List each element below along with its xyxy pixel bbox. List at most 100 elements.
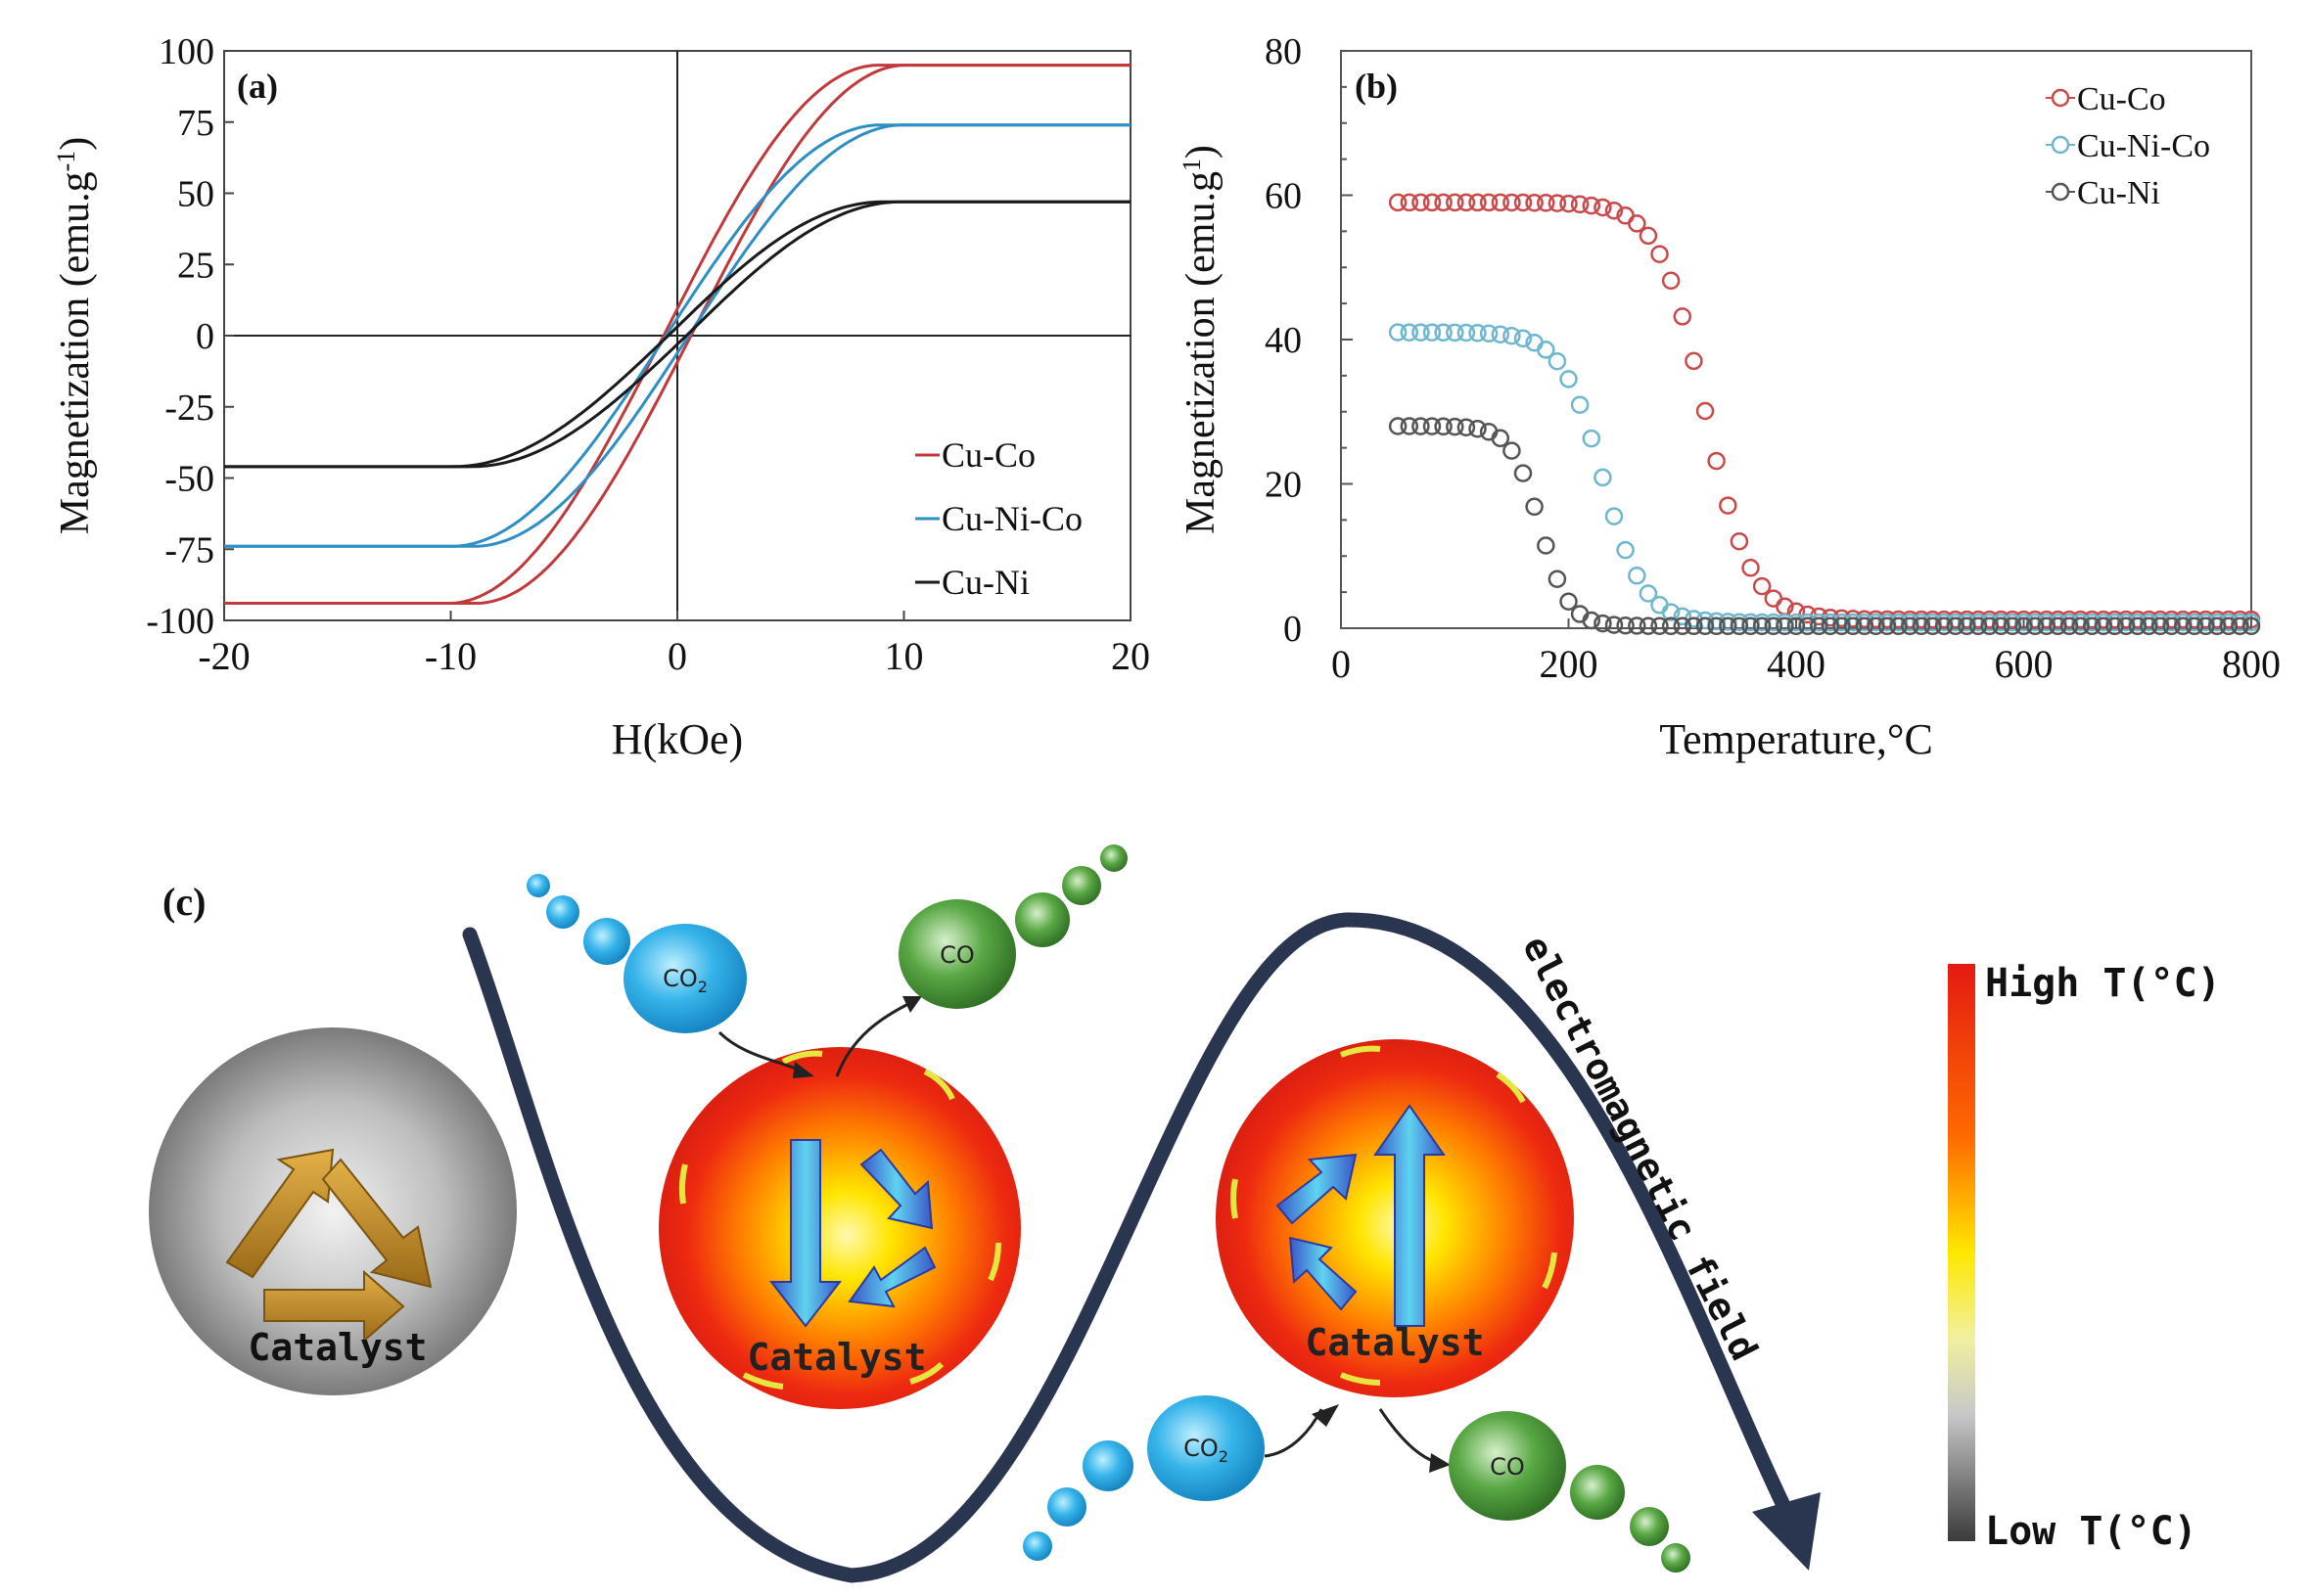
panel-b-point-cu-ni bbox=[1946, 616, 1965, 636]
wave-arrowhead bbox=[1752, 1492, 1821, 1571]
panel-b-point-cu-ni bbox=[2014, 616, 2033, 636]
panel-b-point-cu-ni-co bbox=[1513, 329, 1533, 348]
panel-a-series bbox=[224, 64, 1131, 605]
panel-a-curve-cu-ni-co-down bbox=[224, 123, 1131, 548]
panel-b-point-cu-ni bbox=[2059, 616, 2079, 636]
panel-b-point-cu-co bbox=[1468, 193, 1487, 212]
panel-b-point-cu-ni bbox=[2140, 616, 2158, 636]
co-chain-bottom: CO bbox=[1449, 1411, 1690, 1573]
panel-a-curve-cu-ni-down bbox=[224, 200, 1131, 469]
panel-b-point-cu-co bbox=[1559, 194, 1578, 213]
panel-b-point-cu-ni-co bbox=[1570, 395, 1590, 414]
panel-b-point-cu-ni bbox=[2116, 616, 2136, 636]
panel-b-point-cu-ni bbox=[1604, 616, 1624, 634]
panel-c-label: (c) bbox=[162, 880, 206, 924]
panel-a-y-tick-label: -100 bbox=[146, 601, 214, 642]
panel-b-point-cu-co bbox=[1446, 193, 1464, 212]
panel-b-point-cu-ni bbox=[1707, 616, 1726, 636]
panel-b-point-cu-ni bbox=[2185, 616, 2204, 636]
panel-b-legend-marker bbox=[2051, 88, 2070, 108]
panel-b-point-cu-ni bbox=[2071, 616, 2090, 636]
panel-b-point-cu-ni bbox=[1502, 441, 1521, 460]
panel-b-point-cu-ni bbox=[1388, 417, 1408, 435]
panel-b-point-cu-ni bbox=[1752, 616, 1772, 636]
co2-chain-bottom: CO2 bbox=[1023, 1395, 1265, 1561]
panel-b-ticks: 0 200 400 600 800 0 20 40 60 80 bbox=[1265, 31, 2281, 686]
panel-b-point-cu-ni bbox=[1446, 417, 1464, 436]
panel-b-point-cu-ni-co bbox=[1422, 323, 1442, 342]
panel-a-label: (a) bbox=[237, 67, 278, 106]
panel-a-y-tick-label: 25 bbox=[177, 245, 214, 286]
panel-b-point-cu-ni bbox=[1616, 616, 1635, 635]
panel-b-point-cu-ni bbox=[1582, 611, 1601, 630]
panel-b-point-cu-co bbox=[1388, 193, 1408, 212]
panel-b-y-tick-label: 80 bbox=[1265, 31, 1302, 72]
panel-a-legend-label: Cu-Ni bbox=[942, 563, 1030, 602]
panel-b-point-cu-co bbox=[1730, 531, 1749, 551]
spin-arcs-1-icon bbox=[678, 1050, 1001, 1390]
panel-b-point-cu-co bbox=[1821, 608, 1840, 627]
panel-b-chart: 0 200 400 600 800 0 20 40 60 80 (b) Temperature,°… bbox=[1178, 31, 2282, 763]
co2-top-label: CO2 bbox=[663, 965, 708, 996]
panel-b-legend-label: Cu-Ni bbox=[2077, 175, 2160, 211]
panel-b-point-cu-ni bbox=[1843, 616, 1863, 636]
panel-b-point-cu-ni bbox=[1992, 616, 2010, 636]
colorbar-high-label: High T(°C) bbox=[1985, 961, 2221, 1006]
panel-b-x-tick-label: 200 bbox=[1540, 642, 1598, 686]
catalyst-hot-2-label: Catalyst bbox=[1305, 1321, 1484, 1364]
panel-b-point-cu-ni-co bbox=[1628, 567, 1646, 585]
panel-b-point-cu-ni-co bbox=[1707, 612, 1726, 631]
panel-b-point-cu-ni-co bbox=[1388, 323, 1408, 342]
panel-b-point-cu-ni bbox=[1650, 616, 1669, 635]
co2-bottom-label: CO2 bbox=[1183, 1435, 1228, 1466]
panel-b-point-cu-ni-co bbox=[1456, 323, 1476, 342]
panel-b-point-cu-ni bbox=[1537, 536, 1555, 555]
co-bottom-label: CO bbox=[1490, 1453, 1525, 1481]
panel-b-point-cu-ni bbox=[1594, 614, 1612, 633]
panel-b-point-cu-co bbox=[1502, 193, 1521, 212]
panel-b-point-cu-co bbox=[1594, 198, 1612, 217]
panel-b-point-cu-co bbox=[1661, 271, 1681, 291]
panel-b-point-cu-ni bbox=[1877, 616, 1897, 636]
panel-b-point-cu-ni-co bbox=[1400, 323, 1419, 342]
panel-c-diagram: (c) electromagnetic field Catalyst bbox=[149, 844, 2221, 1583]
panel-b-point-cu-ni bbox=[1901, 616, 1919, 636]
panel-b-series bbox=[1388, 193, 2261, 636]
flow-arrowhead-co-out-bottom bbox=[1429, 1453, 1451, 1473]
panel-b-point-cu-ni bbox=[1810, 616, 1828, 636]
co-top-label: CO bbox=[940, 941, 975, 969]
panel-b-point-cu-co bbox=[1650, 245, 1669, 263]
panel-b-x-tick-label: 400 bbox=[1767, 642, 1825, 686]
panel-b-point-cu-ni bbox=[1867, 616, 1885, 636]
panel-b-point-cu-ni bbox=[1821, 616, 1840, 636]
panel-b-point-cu-ni bbox=[1923, 616, 1942, 636]
panel-b-point-cu-co bbox=[1548, 194, 1567, 212]
panel-b-legend-label: Cu-Ni-Co bbox=[2077, 128, 2210, 164]
panel-a-y-tick-label: 100 bbox=[159, 31, 214, 72]
panel-b-point-cu-ni bbox=[2105, 616, 2124, 636]
catalyst-idle-label: Catalyst bbox=[248, 1326, 427, 1369]
panel-b-point-cu-co bbox=[1639, 226, 1658, 246]
panel-a-x-tick-label: 20 bbox=[1111, 634, 1150, 678]
spin-arrows-2-icon bbox=[1275, 1104, 1446, 1327]
panel-b-point-cu-co bbox=[1513, 193, 1533, 212]
panel-b-point-cu-ni bbox=[1719, 616, 1737, 636]
panel-b-point-cu-co bbox=[1719, 496, 1737, 515]
catalyst-idle: Catalyst bbox=[149, 1027, 517, 1395]
panel-b-point-cu-ni bbox=[1639, 616, 1658, 635]
panel-b-point-cu-ni-co bbox=[1661, 603, 1681, 621]
panel-b-point-cu-ni bbox=[1764, 616, 1783, 636]
panel-b-point-cu-co bbox=[1628, 214, 1646, 233]
panel-b-x-tick-label: 800 bbox=[2222, 642, 2281, 686]
panel-b-legend: Cu-Co Cu-Ni-Co Cu-Ni bbox=[2046, 81, 2210, 211]
panel-a-axes-lines bbox=[224, 51, 1131, 620]
panel-b-y-tick-label: 60 bbox=[1265, 176, 1302, 217]
panel-b-point-cu-ni bbox=[1525, 497, 1544, 517]
panel-b-point-cu-ni bbox=[2128, 616, 2148, 636]
panel-b-point-cu-ni bbox=[1934, 616, 1954, 636]
panel-b-point-cu-ni bbox=[1456, 418, 1476, 436]
panel-b-point-cu-ni-co bbox=[1468, 324, 1487, 342]
panel-b-point-cu-ni-co bbox=[1537, 341, 1555, 359]
panel-b-point-cu-ni-co bbox=[1446, 323, 1464, 342]
